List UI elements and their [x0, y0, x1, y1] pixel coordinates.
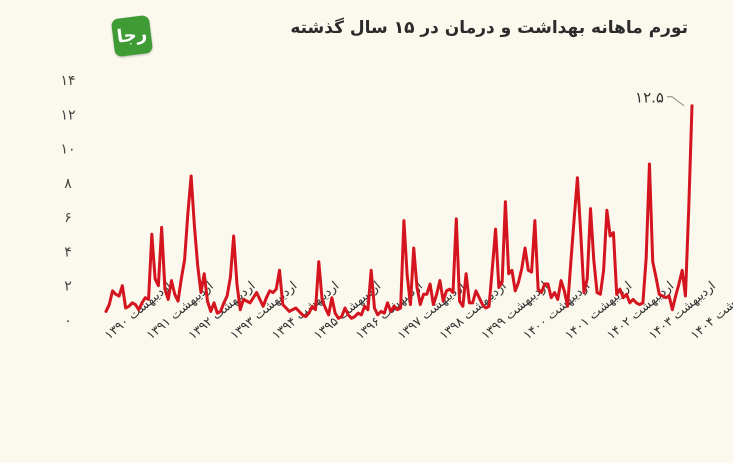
y-tick-label: ۴ [64, 244, 72, 260]
plot-area: ۱۲.۵ [104, 89, 694, 320]
y-axis: ۰ ۲ ۴ ۶ ۸ ۱۰ ۱۲ ۱۴ [60, 73, 75, 329]
y-tick-label: ۲ [64, 279, 72, 295]
y-tick-label: ۱۲ [60, 107, 75, 123]
y-tick-label: ۶ [64, 210, 72, 226]
inflation-series-line [104, 104, 694, 320]
annotation-label: ۱۲.۵ [635, 89, 664, 107]
y-tick-label: ۱۴ [60, 73, 75, 89]
y-tick-label: ۸ [64, 176, 72, 192]
y-tick-label: ۱۰ [60, 142, 75, 158]
y-tick-label: ۰ [64, 313, 72, 329]
annotation-leader-line [667, 96, 685, 107]
chart-title: تورم ماهانه بهداشت و درمان در ۱۵ سال گذش… [290, 18, 688, 38]
